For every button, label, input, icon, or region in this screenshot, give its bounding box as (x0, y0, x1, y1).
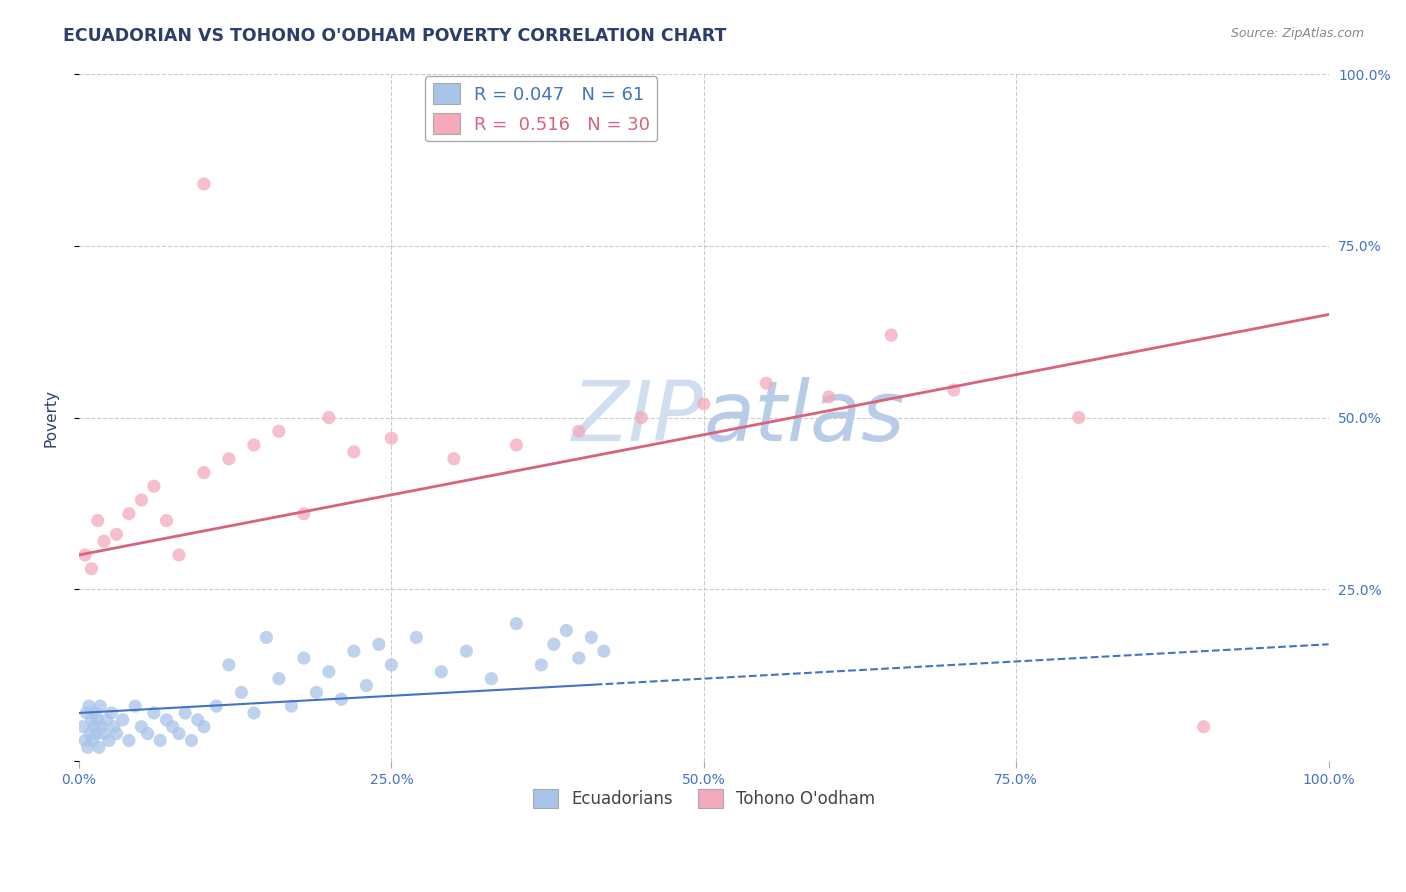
Point (254, 631, 277, 645)
Point (118, 733, 141, 747)
Point (136, 726, 159, 740)
Point (131, 493, 153, 508)
Point (187, 713, 209, 727)
Point (231, 685, 253, 699)
Point (568, 651, 591, 665)
Point (479, 672, 502, 686)
Point (280, 699, 302, 714)
Legend: Ecuadorians, Tohono O'odham: Ecuadorians, Tohono O'odham (526, 782, 882, 814)
Point (75, 733, 97, 747)
Text: ZIP: ZIP (572, 377, 704, 458)
Point (111, 713, 134, 727)
Point (75, 706, 97, 720)
Point (77, 699, 100, 714)
Point (356, 678, 378, 692)
Point (292, 651, 315, 665)
Point (76, 740, 98, 755)
Text: atlas: atlas (704, 377, 905, 458)
Point (405, 631, 427, 645)
Point (86, 726, 108, 740)
Point (193, 177, 215, 191)
Point (942, 383, 965, 397)
Point (162, 720, 184, 734)
Point (149, 733, 172, 747)
Point (124, 699, 146, 714)
Y-axis label: Poverty: Poverty (44, 389, 58, 447)
Point (96, 713, 118, 727)
Point (430, 665, 453, 679)
Point (380, 657, 402, 672)
Point (592, 644, 614, 658)
Point (167, 548, 190, 562)
Point (100, 706, 122, 720)
Point (292, 507, 315, 521)
Point (330, 692, 353, 706)
Point (693, 397, 716, 411)
Point (80, 713, 103, 727)
Point (505, 438, 527, 452)
Point (131, 720, 153, 734)
Point (880, 328, 903, 343)
Point (72, 720, 94, 734)
Point (755, 376, 778, 391)
Point (367, 637, 389, 651)
Point (155, 713, 177, 727)
Point (93, 534, 115, 549)
Point (505, 616, 527, 631)
Point (193, 720, 215, 734)
Point (142, 706, 165, 720)
Point (243, 706, 266, 720)
Point (80, 562, 103, 576)
Point (87, 740, 110, 755)
Point (243, 438, 266, 452)
Point (305, 685, 328, 699)
Point (86, 713, 108, 727)
Point (543, 637, 565, 651)
Point (75, 548, 97, 562)
Point (581, 631, 603, 645)
Point (218, 657, 240, 672)
Point (267, 425, 290, 439)
Point (83, 720, 105, 734)
Point (443, 451, 465, 466)
Point (1067, 410, 1090, 425)
Point (93, 726, 115, 740)
Point (318, 410, 340, 425)
Point (82, 733, 104, 747)
Point (84, 706, 107, 720)
Text: Source: ZipAtlas.com: Source: ZipAtlas.com (1230, 27, 1364, 40)
Point (1192, 720, 1215, 734)
Point (380, 431, 402, 445)
Point (343, 644, 366, 658)
Point (89, 699, 111, 714)
Point (568, 425, 591, 439)
Point (530, 657, 553, 672)
Point (155, 514, 177, 528)
Point (456, 644, 478, 658)
Text: ECUADORIAN VS TOHONO O'ODHAM POVERTY CORRELATION CHART: ECUADORIAN VS TOHONO O'ODHAM POVERTY COR… (63, 27, 727, 45)
Point (167, 726, 190, 740)
Point (205, 699, 228, 714)
Point (97, 733, 120, 747)
Point (267, 672, 290, 686)
Point (630, 410, 652, 425)
Point (318, 665, 340, 679)
Point (103, 720, 125, 734)
Point (555, 624, 578, 638)
Point (193, 466, 215, 480)
Point (343, 445, 366, 459)
Point (180, 733, 202, 747)
Point (118, 507, 141, 521)
Point (105, 726, 128, 740)
Point (105, 527, 128, 541)
Point (174, 706, 197, 720)
Point (86, 514, 108, 528)
Point (817, 390, 839, 404)
Point (142, 479, 165, 493)
Point (218, 451, 240, 466)
Point (90, 720, 112, 734)
Point (79, 726, 101, 740)
